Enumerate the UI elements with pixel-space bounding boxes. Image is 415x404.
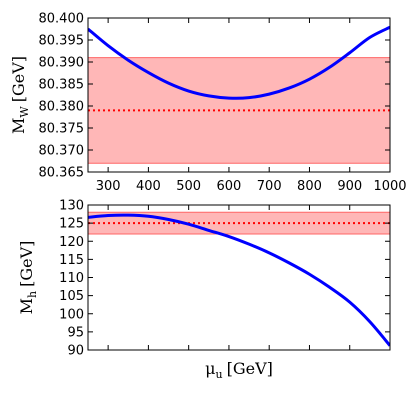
x-tick-label: 900 (337, 179, 362, 194)
x-tick-label: 500 (176, 179, 201, 194)
x-tick-label: 800 (297, 179, 322, 194)
x-tick-label: 1000 (373, 179, 406, 194)
series-line (88, 213, 390, 347)
y-tick-label: 80.375 (39, 122, 85, 137)
x-tick-label: 600 (217, 179, 242, 194)
y-axis-label: Mh[GeV] (17, 241, 39, 315)
y-tick-label: 125 (59, 217, 84, 232)
x-tick-label: 700 (257, 179, 282, 194)
y-tick-label: 110 (59, 271, 84, 286)
axes-frame (87, 17, 391, 173)
series-line (88, 25, 390, 100)
y-tick-label: 80.380 (39, 100, 85, 115)
y-tick-label: 80.385 (39, 78, 85, 93)
x-tick-label: 300 (96, 179, 121, 194)
y-tick-label: 80.365 (39, 166, 85, 181)
y-tick-label: 80.370 (39, 144, 85, 159)
y-tick-label: 90 (67, 344, 84, 359)
x-axis-label: μu [GeV] (205, 359, 273, 381)
y-tick-label: 115 (59, 253, 84, 268)
y-tick-label: 95 (67, 325, 84, 340)
y-tick-label: 120 (59, 235, 84, 250)
bottom-panel-mh: 90 95 100 105 110 115 120 125 130 Mh[GeV] μu [GeV] (17, 199, 391, 381)
y-tick-label: 80.400 (39, 12, 85, 27)
y-tick-label: 130 (59, 199, 84, 214)
y-tick-label: 105 (59, 289, 84, 304)
y-tick-label: 80.390 (39, 56, 85, 71)
y-tick-label: 100 (59, 307, 84, 322)
y-tick-label: 80.395 (39, 34, 85, 49)
y-axis-label: MW[GeV] (9, 56, 31, 134)
top-panel-mw: 300 400 500 600 700 800 900 1000 80.365 80.370 80.… (9, 12, 407, 195)
x-tick-label: 400 (136, 179, 161, 194)
